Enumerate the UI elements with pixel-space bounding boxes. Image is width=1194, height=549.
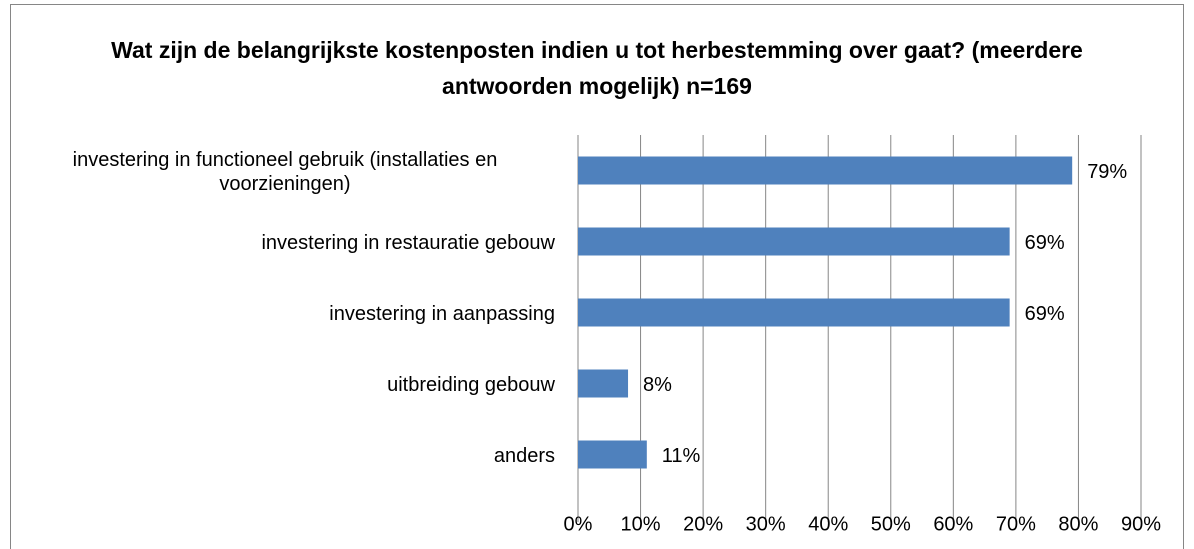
y-tick-label-box: investering in aanpassing bbox=[10, 302, 555, 326]
value-label: 8% bbox=[643, 374, 672, 396]
x-tick-label: 60% bbox=[933, 513, 973, 535]
value-label: 69% bbox=[1025, 303, 1065, 325]
x-tick-label: 70% bbox=[996, 513, 1036, 535]
x-tick-label: 10% bbox=[621, 513, 661, 535]
y-tick-label: uitbreiding gebouw bbox=[387, 373, 555, 396]
y-tick-label: investering in restauratie gebouw bbox=[261, 231, 555, 254]
value-label: 79% bbox=[1087, 161, 1127, 183]
bar bbox=[578, 440, 647, 469]
x-tick-label: 90% bbox=[1121, 513, 1161, 535]
y-tick-label-box: investering in restauratie gebouw bbox=[10, 231, 555, 255]
y-tick-label: investering in aanpassing bbox=[329, 302, 555, 325]
x-tick-label: 40% bbox=[808, 513, 848, 535]
y-tick-label-box: uitbreiding gebouw bbox=[10, 373, 555, 397]
y-tick-label: anders bbox=[493, 444, 555, 467]
y-tick-label: investering in functioneel gebruik (inst… bbox=[72, 148, 498, 195]
value-label: 69% bbox=[1025, 232, 1065, 254]
x-tick-label: 20% bbox=[683, 513, 723, 535]
y-tick-label-box: investering in functioneel gebruik (inst… bbox=[10, 148, 555, 196]
bar bbox=[578, 298, 1010, 327]
bar bbox=[578, 156, 1073, 185]
x-tick-label: 50% bbox=[871, 513, 911, 535]
chart-title: Wat zijn de belangrijkste kostenposten i… bbox=[111, 37, 1083, 99]
x-tick-label: 80% bbox=[1058, 513, 1098, 535]
x-tick-label: 30% bbox=[746, 513, 786, 535]
bar bbox=[578, 227, 1010, 256]
y-tick-label-box: anders bbox=[10, 444, 555, 468]
bar bbox=[578, 369, 629, 398]
x-tick-label: 0% bbox=[564, 513, 593, 535]
value-label: 11% bbox=[662, 445, 701, 467]
